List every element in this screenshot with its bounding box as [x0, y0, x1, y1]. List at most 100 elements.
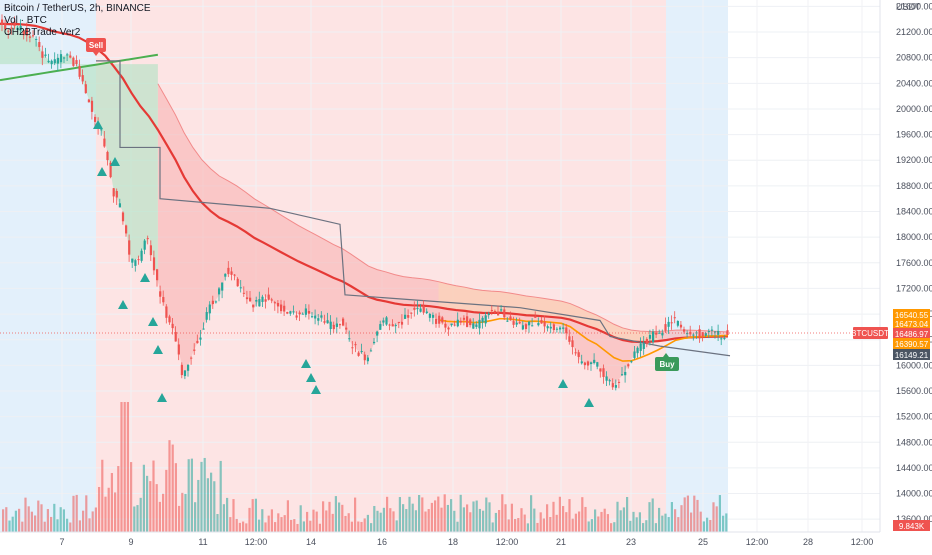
- price-label-value: 16149.21: [895, 351, 929, 360]
- candle-body: [249, 297, 252, 302]
- candle-body: [673, 317, 676, 319]
- volume-bar: [680, 505, 683, 532]
- volume-bar: [466, 504, 469, 532]
- candle-body: [354, 344, 357, 346]
- candle-body: [577, 352, 580, 357]
- symbol-title[interactable]: Bitcoin / TetherUS, 2h, BINANCE: [4, 3, 151, 14]
- candle-body: [428, 313, 431, 318]
- buy-signal-label: Buy: [659, 360, 675, 369]
- bearish-cloud: [157, 83, 728, 385]
- volume-bar: [85, 495, 88, 532]
- candle-body: [624, 371, 627, 376]
- volume-bar: [248, 507, 251, 532]
- strategy-indicator-title[interactable]: OH2BTrade Ver2: [4, 27, 81, 38]
- candle-body: [369, 350, 373, 352]
- candle-body: [565, 327, 568, 334]
- volume-bar: [181, 492, 184, 532]
- candle-body: [286, 311, 289, 314]
- candle-body: [642, 343, 645, 349]
- y-tick-label: 17600.00: [896, 258, 932, 268]
- volume-bar: [14, 510, 17, 532]
- volume-bar: [200, 461, 203, 532]
- volume-bar: [286, 500, 289, 532]
- candle-body: [645, 338, 648, 344]
- volume-bar: [501, 494, 504, 532]
- candle-body: [404, 314, 407, 319]
- volume-bar: [443, 494, 446, 532]
- x-tick-label: 9: [128, 537, 133, 547]
- volume-bar: [654, 523, 657, 532]
- volume-bar: [418, 494, 421, 532]
- volume-bar: [2, 509, 5, 532]
- candle-body: [692, 334, 695, 336]
- candle-body: [562, 327, 565, 329]
- x-tick-label: 16: [377, 537, 387, 547]
- candle-body: [208, 304, 211, 314]
- volume-bar: [235, 518, 238, 532]
- volume-bar: [478, 508, 481, 532]
- candle-body: [106, 151, 109, 161]
- volume-bar: [126, 402, 129, 532]
- volume-bar: [251, 499, 254, 532]
- candle-body: [78, 66, 81, 77]
- volume-indicator-title[interactable]: Vol · BTC: [4, 15, 47, 26]
- x-tick-label: 18: [448, 537, 458, 547]
- candle-body: [583, 362, 586, 366]
- volume-bar: [194, 502, 197, 532]
- volume-bar: [101, 459, 104, 532]
- candle-body: [28, 36, 32, 38]
- y-tick-label: 21600.00: [896, 1, 932, 11]
- candle-body: [134, 260, 137, 266]
- candle-body: [447, 327, 450, 330]
- volume-bar: [350, 521, 353, 532]
- candle-body: [128, 240, 131, 255]
- volume-bar: [450, 499, 453, 532]
- volume-bar: [366, 514, 369, 532]
- candle-body: [174, 331, 177, 342]
- buy-signal-arrow: [93, 120, 103, 129]
- volume-bar: [338, 502, 341, 532]
- candle-body: [475, 324, 478, 327]
- candle-body: [431, 314, 435, 318]
- volume-bar: [155, 484, 158, 532]
- candle-body: [490, 309, 493, 311]
- buy-signal-marker: Buy: [655, 353, 679, 371]
- volume-bar: [190, 458, 193, 532]
- volume-bar: [306, 511, 309, 532]
- candle-body: [379, 324, 382, 330]
- volume-bar: [328, 501, 331, 532]
- candle-body: [283, 305, 286, 312]
- volume-bar: [69, 522, 72, 532]
- volume-bar: [632, 511, 635, 532]
- candle-body: [196, 340, 199, 344]
- volume-bar: [331, 513, 334, 532]
- candle-body: [190, 357, 193, 359]
- volume-bar: [386, 496, 389, 532]
- candle-body: [608, 380, 611, 382]
- candle-body: [311, 316, 314, 318]
- candle-body: [56, 57, 59, 64]
- volume-bar: [709, 519, 712, 532]
- candle-body: [394, 325, 397, 327]
- candle-body: [314, 315, 317, 319]
- candle-body: [19, 25, 22, 31]
- candle-body: [81, 75, 84, 82]
- volume-bar: [206, 478, 209, 532]
- sell-signal-marker: Sell: [86, 38, 106, 56]
- candle-body: [75, 60, 78, 64]
- y-tick-label: 13600.00: [896, 514, 932, 524]
- volume-bar: [552, 501, 555, 532]
- volume-bar: [296, 523, 299, 532]
- volume-bar: [514, 518, 517, 532]
- candle-body: [478, 319, 481, 329]
- candle-body: [462, 317, 466, 320]
- buy-signal-arrow: [140, 273, 150, 282]
- volume-bar: [395, 520, 398, 532]
- candle-body: [323, 321, 326, 323]
- candle-body: [664, 324, 667, 331]
- candle-body: [472, 323, 475, 329]
- candle-body: [66, 54, 69, 56]
- volume-bar: [280, 517, 283, 532]
- candle-body: [422, 306, 425, 313]
